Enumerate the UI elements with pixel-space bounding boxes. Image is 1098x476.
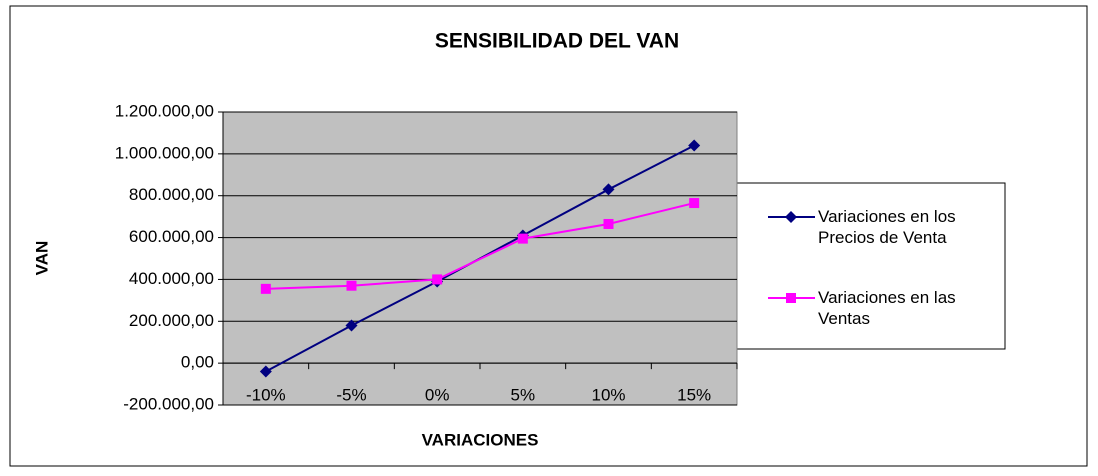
marker — [786, 293, 796, 303]
x-tick-label: -10% — [246, 385, 286, 404]
marker — [603, 218, 614, 229]
y-tick-label: 1.200.000,00 — [115, 101, 214, 120]
marker — [688, 139, 701, 152]
marker — [260, 283, 271, 294]
x-tick-label: -5% — [336, 385, 366, 404]
marker — [517, 233, 528, 244]
y-axis-label: VAN — [32, 241, 51, 276]
marker — [346, 280, 357, 291]
marker — [689, 198, 700, 209]
y-tick-label: 400.000,00 — [129, 269, 214, 288]
y-tick-label: 800.000,00 — [129, 185, 214, 204]
marker — [602, 183, 615, 196]
x-tick-label: 0% — [425, 385, 450, 404]
x-tick-label: 10% — [591, 385, 625, 404]
x-tick-label: 15% — [677, 385, 711, 404]
marker — [259, 365, 272, 378]
y-tick-label: -200.000,00 — [123, 394, 214, 413]
y-tick-label: 0,00 — [181, 353, 214, 372]
chart-title: SENSIBILIDAD DEL VAN — [435, 30, 679, 53]
marker — [432, 274, 443, 285]
series-line — [265, 202, 695, 290]
y-tick-label: 1.000.000,00 — [115, 143, 214, 162]
y-tick-label: 200.000,00 — [129, 311, 214, 330]
marker — [785, 211, 797, 223]
legend-label: Variaciones en los Precios de Venta — [818, 207, 956, 247]
legend-label: Variaciones en las Ventas — [818, 288, 956, 328]
marker — [345, 319, 358, 332]
x-axis-label: VARIACIONES — [422, 430, 539, 449]
x-tick-label: 5% — [511, 385, 536, 404]
y-tick-label: 600.000,00 — [129, 227, 214, 246]
